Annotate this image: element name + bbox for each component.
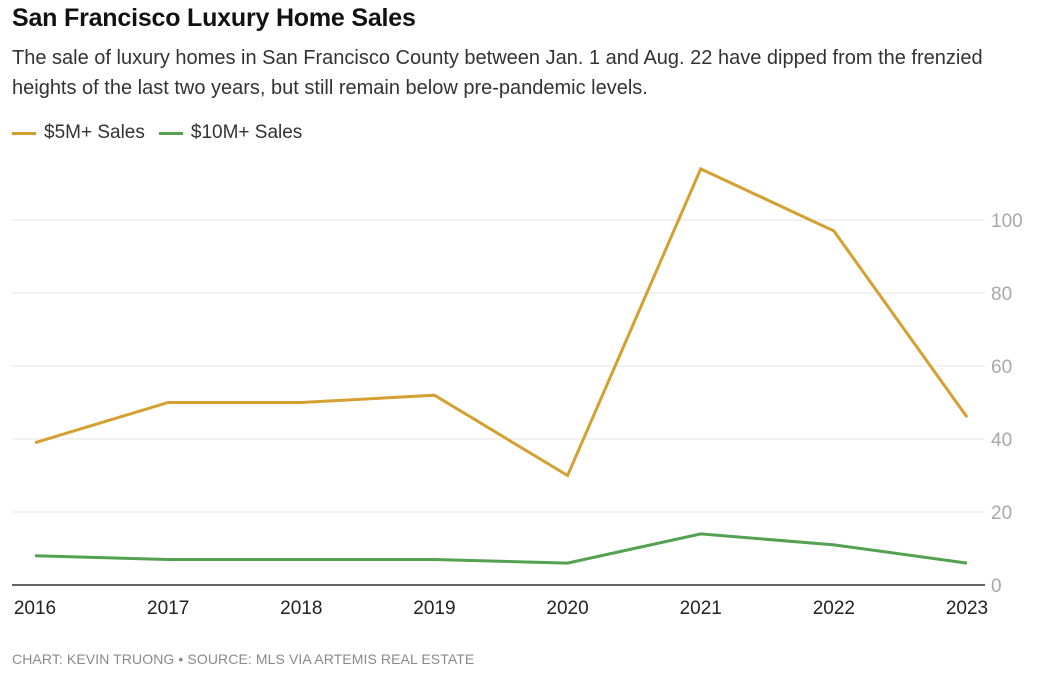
legend: $5M+ Sales $10M+ Sales [12, 122, 316, 144]
x-tick-label: 2020 [546, 598, 588, 619]
y-tick-label: 40 [991, 430, 1012, 451]
x-tick-label: 2021 [680, 598, 722, 619]
x-tick-label: 2019 [413, 598, 455, 619]
legend-item-5m: $5M+ Sales [12, 122, 145, 144]
series-line-10m [34, 532, 968, 565]
x-tick-label: 2016 [14, 598, 56, 619]
x-tick-label: 2022 [813, 598, 855, 619]
chart-subtitle: The sale of luxury homes in San Francisc… [12, 47, 983, 99]
chart-footer: CHART: KEVIN TRUONG • SOURCE: MLS VIA AR… [12, 651, 475, 667]
x-tick-label: 2018 [280, 598, 322, 619]
y-tick-label: 0 [991, 576, 1002, 597]
chart-title: San Francisco Luxury Home Sales [12, 4, 416, 32]
y-tick-label: 80 [991, 284, 1012, 305]
x-tick-label: 2023 [946, 598, 988, 619]
y-tick-label: 60 [991, 357, 1012, 378]
y-tick-label: 20 [991, 503, 1012, 524]
legend-label-10m: $10M+ Sales [190, 122, 303, 143]
x-tick-labels: 2016 2017 2018 2019 2020 2021 2022 2023 [14, 598, 988, 619]
gridlines [12, 219, 985, 586]
legend-swatch-5m [12, 131, 36, 135]
y-tick-labels: 0 20 40 60 80 100 [991, 211, 1023, 597]
legend-item-10m: $10M+ Sales [158, 122, 303, 144]
y-tick-label: 100 [991, 211, 1023, 232]
legend-swatch-10m [158, 131, 183, 135]
series-lines [34, 166, 969, 565]
x-tick-label: 2017 [147, 598, 189, 619]
series-line-5m [34, 166, 969, 478]
legend-label-5m: $5M+ Sales [44, 122, 145, 143]
